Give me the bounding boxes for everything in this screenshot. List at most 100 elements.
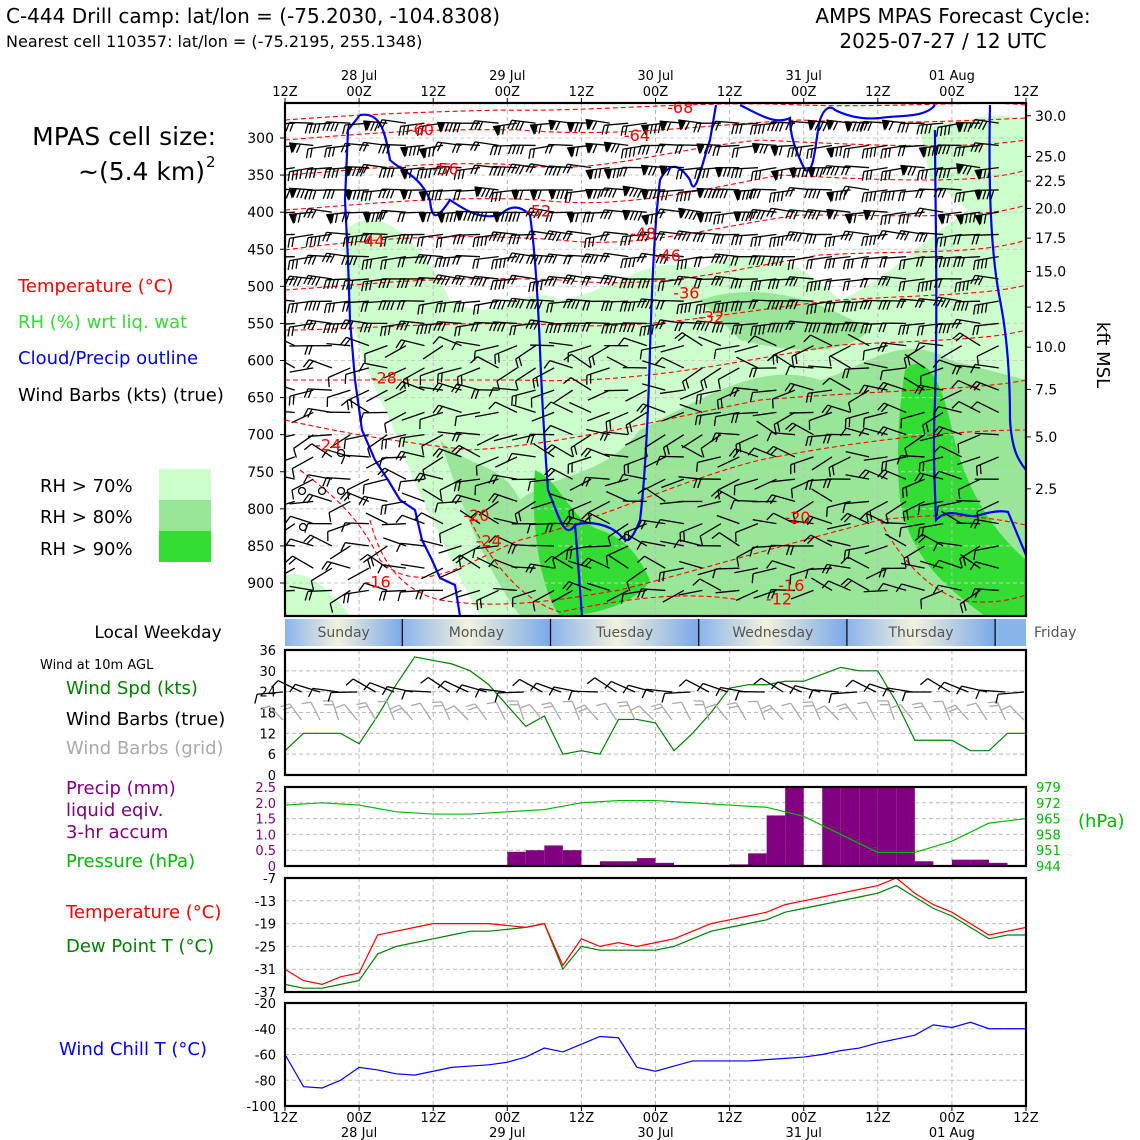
wind-barb	[730, 233, 758, 246]
wind-barb	[804, 322, 833, 333]
wind-barb	[606, 491, 629, 503]
wind-barb	[678, 207, 703, 221]
kft-tick-label: 2.5	[1035, 482, 1057, 498]
wind-barb	[251, 590, 279, 607]
bottom-time-label: 00Z	[939, 1111, 965, 1126]
wind-barb	[581, 476, 610, 487]
precip-bar	[525, 850, 545, 866]
wind-barb	[362, 478, 388, 495]
wind-barb	[955, 211, 981, 226]
wind-barb	[828, 456, 851, 478]
wind-barb	[563, 377, 592, 391]
wind-barb	[826, 208, 851, 221]
wind-barb	[453, 167, 481, 180]
wind-barb	[955, 121, 981, 133]
bottom-date-label: 29 Jul	[489, 1126, 525, 1140]
wind-barb	[845, 474, 870, 480]
pressure-tick-label: 800	[247, 502, 274, 518]
wind-barb	[785, 299, 814, 310]
surface-wind-barb	[789, 685, 821, 695]
wind-barb	[307, 434, 332, 438]
wind-barb	[700, 367, 722, 391]
top-date-label: 28 Jul	[341, 69, 377, 84]
wind-barb	[861, 144, 888, 159]
wind-barb	[828, 345, 851, 367]
wind-barb	[488, 387, 518, 397]
wind-barb	[329, 434, 351, 449]
wind-barb	[847, 333, 870, 347]
wind-barb	[396, 278, 425, 289]
wind-barb	[379, 322, 407, 337]
wind-barb	[822, 165, 851, 176]
wind-barb	[920, 589, 944, 609]
wind-barb	[253, 524, 277, 528]
wind-barb	[401, 492, 425, 503]
wind-barb	[897, 322, 925, 336]
grid-wind-barb	[432, 701, 451, 721]
grid-wind-barb	[705, 703, 729, 721]
wind-barb	[636, 231, 666, 242]
temperature-contour-label: -44	[358, 231, 384, 250]
wind-barb	[792, 500, 814, 524]
wind-barb	[940, 510, 963, 525]
surface-wind-barb	[661, 691, 691, 703]
wind-barb	[617, 473, 647, 483]
cloud-precip-outline	[932, 129, 1026, 556]
wind-barb	[785, 276, 814, 287]
wind-barb	[626, 567, 648, 592]
y-tick-label: -25	[255, 940, 276, 955]
surface-wind-barb	[363, 682, 395, 693]
wind-barb	[285, 473, 295, 480]
wind-barb	[680, 444, 703, 458]
wind-barb	[488, 321, 518, 332]
surface-wind-barb	[678, 679, 710, 693]
wind-barb	[803, 209, 833, 220]
bottom-time-label: 12Z	[272, 1111, 298, 1126]
wind-barb	[753, 589, 777, 599]
wind-barb	[562, 230, 592, 241]
surface-wind-barb	[455, 684, 487, 694]
wind-barb	[730, 256, 758, 266]
precip-legend-2: liquid eqiv.	[66, 800, 163, 821]
wind-barb	[515, 345, 536, 369]
wind-barb	[359, 411, 388, 423]
wind-barb	[303, 474, 332, 484]
wind-barb	[637, 144, 666, 155]
temperature-contour-label: -12	[766, 590, 792, 609]
wind-barb	[285, 589, 295, 593]
grid-wind-barb	[933, 700, 951, 721]
wind-barb	[768, 233, 796, 248]
wind-barb	[303, 443, 333, 458]
surface-wind-barb	[568, 690, 598, 701]
wind-barb	[322, 121, 351, 132]
grid-wind-barb	[541, 702, 562, 721]
wind-barb	[644, 434, 666, 457]
wind-barb	[587, 389, 610, 401]
legend-rh70: RH > 70%	[40, 476, 133, 497]
wind-barb	[914, 472, 944, 483]
dewpoint-line	[284, 884, 1026, 989]
wind-barbs-profile	[251, 118, 1000, 614]
wind-barb	[568, 500, 592, 521]
wind-barb	[470, 389, 499, 399]
wind-barb	[288, 211, 314, 225]
wind-barb	[606, 356, 629, 369]
wind-barb	[490, 278, 518, 291]
wind-barb	[637, 588, 666, 599]
wind-barb	[903, 377, 925, 391]
wind-barb	[599, 252, 629, 263]
wind-barb	[822, 377, 851, 391]
bottom-date-label: 01 Aug	[929, 1126, 975, 1140]
wind-barb	[843, 144, 870, 159]
wind-barb	[914, 342, 944, 352]
wind-barb	[770, 144, 795, 157]
wind-barb	[398, 434, 425, 448]
precip-bar	[618, 861, 637, 866]
wind-barb	[662, 589, 685, 603]
wind-barb	[824, 256, 851, 269]
wind-barb	[877, 275, 907, 287]
wind-barb	[636, 540, 666, 551]
wind-barb	[304, 589, 332, 601]
wind-barb	[378, 456, 406, 468]
wind-barb	[289, 585, 314, 592]
